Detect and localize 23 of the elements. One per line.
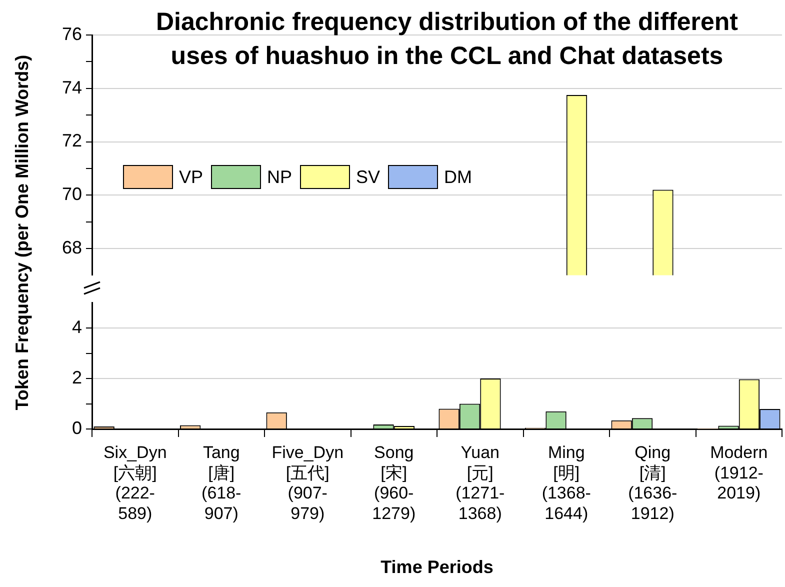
legend-label: SV <box>356 166 380 188</box>
y-tick-label: 74 <box>62 77 82 98</box>
x-tick-label: Tang [唐] (618- 907) <box>202 442 242 524</box>
legend-label: NP <box>267 166 292 188</box>
legend-label: VP <box>179 166 204 188</box>
y-tick-label: 0 <box>72 418 82 438</box>
y-tick-label: 68 <box>62 237 82 258</box>
chart-title: Diachronic frequency distribution of the different uses of huashuo in the CCL and Chat datasets <box>155 7 739 72</box>
y-tick-label: 72 <box>62 130 82 151</box>
x-tick-label: Song [宋] (960- 1279) <box>372 442 416 524</box>
x-axis-title: Time Periods <box>380 557 494 578</box>
y-tick-label: 4 <box>72 317 82 338</box>
x-tick-label: Five_Dyn [五代] (907- 979) <box>272 442 344 524</box>
y-tick-label: 70 <box>62 184 82 204</box>
x-tick-label: Ming [明] (1368- 1644) <box>542 442 591 524</box>
legend-label: DM <box>444 166 472 188</box>
y-axis-title: Token Frequency (per One Million Words) <box>12 54 33 410</box>
x-tick-label: Six_Dyn [六朝] (222- 589) <box>103 442 167 524</box>
y-tick-label: 2 <box>72 367 82 388</box>
x-tick-label: Yuan [元] (1271- 1368) <box>456 442 505 524</box>
x-tick-label: Modern (1912- 2019) <box>710 442 768 503</box>
y-tick-label: 76 <box>62 24 82 44</box>
x-tick-label: Qing [清] (1636- 1912) <box>628 442 678 524</box>
